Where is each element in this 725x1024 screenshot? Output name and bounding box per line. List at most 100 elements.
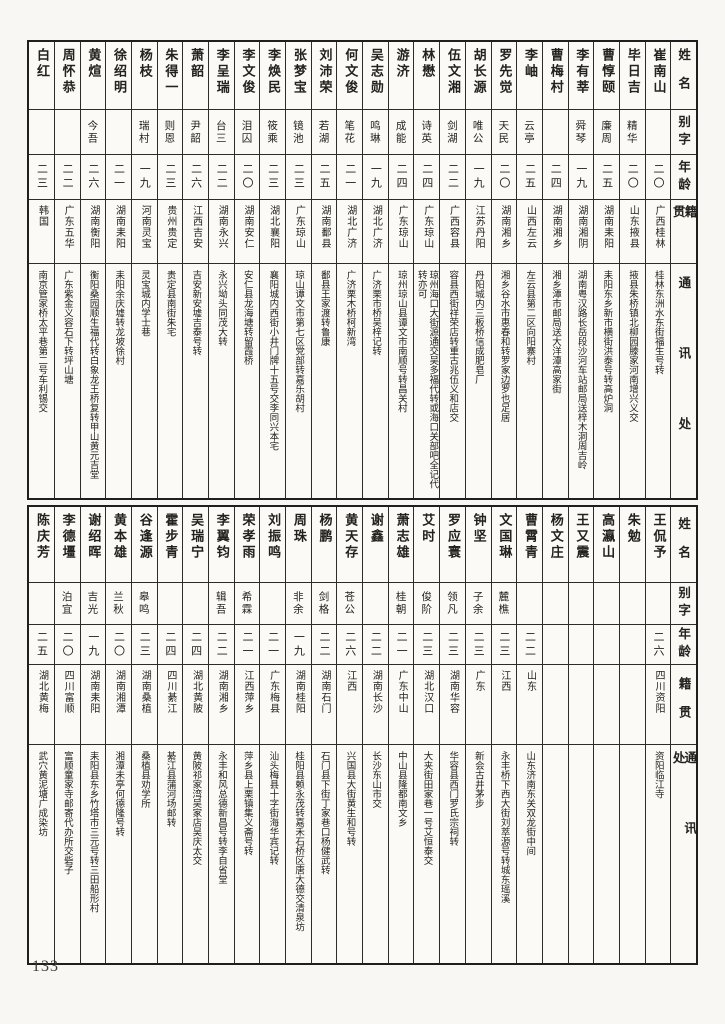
cell-addr: 湖南粤汉路长岳段沙河车站邮局送梓木洞周吉岭 xyxy=(575,270,587,470)
cell-addr: 华容县西门罗氏宗祠转 xyxy=(447,751,459,846)
cell-origin: 山东 xyxy=(517,665,542,745)
cell-zi: 天民 xyxy=(491,110,517,155)
cell-age: 二二 xyxy=(440,155,465,200)
cell-zi: 希霖 xyxy=(234,583,260,625)
person-column: 徐绍明 二一 湖南耒阳 耒阳余庆墟转龙坡徐村 xyxy=(105,42,131,498)
cell-zi xyxy=(645,110,671,155)
cell-age: 一九 xyxy=(80,625,106,665)
person-column: 刘沛荣 若湖 二五 湖南鄱县 鄱县王家渡转鲁康 xyxy=(310,42,337,498)
person-column: 李翼钧 辑吾 二二 湖南湘乡 永丰和风总德新昌号转李自省堂 xyxy=(207,507,234,963)
cell-origin: 湖南鄱县 xyxy=(311,200,337,264)
cell-zi: 苍公 xyxy=(337,583,363,625)
cell-addr: 襄阳城内西街小井门牌十五号交李同兴本宅 xyxy=(267,270,279,451)
cell-origin: 四川富顺 xyxy=(54,665,80,745)
person-column: 李德壃 泊宜 二〇 四川富顺 富顺童家寺邮寄代办所交砦子 xyxy=(53,507,80,963)
cell-origin: 湖南湘乡 xyxy=(491,200,517,264)
cell-addr: 大夹街田家巷一号艾恒泰交 xyxy=(421,751,433,865)
cell-origin xyxy=(619,665,645,745)
cell-zi: 精华 xyxy=(619,110,645,155)
person-column: 李文俊 泪囚 二〇 湖南安仁 安仁县龙海塘转留霞桥 xyxy=(233,42,260,498)
person-column: 杨枝 瑞村 一九 河南灵宝 灵宝城内学士巷 xyxy=(130,42,157,498)
cell-name: 罗应寰 xyxy=(440,507,465,583)
cell-zi: 桂朝 xyxy=(388,583,414,625)
cell-zi xyxy=(542,110,568,155)
cell-addr: 掖县朱桥镇北柳园滕家河南增兴义交 xyxy=(627,270,639,422)
cell-age: 二一 xyxy=(234,625,260,665)
cell-origin: 湖北襄阳 xyxy=(260,200,285,264)
person-column: 伍文湘 剑湖 二二 广西容县 容县西街祥荣店转重古兆伍义和店交 xyxy=(439,42,465,498)
cell-addr: 安仁县龙海塘转留霞桥 xyxy=(241,270,253,365)
person-column: 曹梅村 二四 湖南湘乡 湘乡潭市邮局送大洋潭高家街 xyxy=(541,42,568,498)
cell-age: 二一 xyxy=(337,155,363,200)
cell-name: 林懋 xyxy=(414,42,440,110)
cell-zi xyxy=(517,583,542,625)
cell-origin: 湖南耒阳 xyxy=(80,665,106,745)
cell-name: 吴瑞宁 xyxy=(183,507,208,583)
cell-addr xyxy=(594,745,619,963)
cell-zi xyxy=(157,583,183,625)
cell-age: 二五 xyxy=(594,155,619,200)
cell-addr: 耒阳东乡新市横街洪泰号转高炉洞 xyxy=(601,270,613,413)
cell-name: 王侃予 xyxy=(645,507,671,583)
cell-name: 李呈瑞 xyxy=(208,42,234,110)
cell-age: 二四 xyxy=(542,155,568,200)
cell-age: 二二 xyxy=(208,625,234,665)
cell-addr: 琼州琼山县谭文市南顺号转昌关村 xyxy=(395,270,407,413)
cell-age: 二六 xyxy=(337,625,363,665)
cell-zi: 非余 xyxy=(286,583,311,625)
cell-zi: 今吾 xyxy=(80,110,106,155)
cell-addr: 湘乡潭市邮局送大洋潭高家街 xyxy=(549,270,561,394)
cell-origin: 广东琼山 xyxy=(414,200,440,264)
cell-zi: 舜琴 xyxy=(568,110,594,155)
cell-origin: 湖北广济 xyxy=(363,200,388,264)
cell-name: 曹梅村 xyxy=(542,42,568,110)
cell-origin: 韩国 xyxy=(29,200,54,264)
page-number: 133 xyxy=(32,958,59,975)
cell-zi: 若湖 xyxy=(311,110,337,155)
cell-age: 二二 xyxy=(517,625,542,665)
header-column: 姓名 别字 年龄 籍贯 通讯处 xyxy=(670,507,696,963)
cell-zi: 则恩 xyxy=(157,110,183,155)
cell-addr: 兴国县大街黄生和号转 xyxy=(344,751,356,846)
cell-age: 二〇 xyxy=(619,155,645,200)
cell-age: 二四 xyxy=(157,625,183,665)
person-column: 黄天存 苍公 二六 江西 兴国县大街黄生和号转 xyxy=(336,507,363,963)
cell-age: 二三 xyxy=(440,625,465,665)
cell-zi: 麓樵 xyxy=(491,583,517,625)
cell-age xyxy=(568,625,594,665)
cell-zi: 诗英 xyxy=(414,110,440,155)
cell-age: 二六 xyxy=(183,155,208,200)
cell-zi: 成能 xyxy=(388,110,414,155)
cell-origin: 湖北黄陂 xyxy=(183,665,208,745)
cell-origin: 湖北黄梅 xyxy=(29,665,54,745)
person-column: 陈庆芳 二五 湖北黄梅 武穴黄泥塘广成染坊 xyxy=(29,507,54,963)
cell-addr: 衡阳桑园顺生福代转白象龙王桥复转甲山黄元吉堂 xyxy=(87,270,99,479)
cell-age: 二〇 xyxy=(106,625,131,665)
cell-addr: 左云县第二区向阳寨村 xyxy=(524,270,536,365)
cell-name: 萧志雄 xyxy=(388,507,414,583)
cell-name: 黄煊 xyxy=(80,42,106,110)
cell-name: 李翼钧 xyxy=(208,507,234,583)
cell-zi: 剑湖 xyxy=(440,110,465,155)
cell-zi: 辑吾 xyxy=(208,583,234,625)
cell-addr: 綦江县蒲河场邮转 xyxy=(164,751,176,827)
cell-name: 刘振鸣 xyxy=(260,507,285,583)
cell-name: 游济 xyxy=(388,42,414,110)
cell-name: 王又震 xyxy=(568,507,594,583)
cell-name: 吴志勋 xyxy=(363,42,388,110)
cell-addr: 富顺童家寺邮寄代办所交砦子 xyxy=(61,751,73,875)
cell-addr: 永兴坳头同茂大转 xyxy=(216,270,228,346)
cell-zi xyxy=(542,583,568,625)
header-name: 姓名 xyxy=(671,42,696,110)
cell-origin: 广西桂林 xyxy=(645,200,671,264)
cell-origin: 江苏丹阳 xyxy=(465,200,491,264)
cell-origin: 湖南桂阳 xyxy=(286,665,311,745)
cell-zi: 泊宜 xyxy=(54,583,80,625)
person-column: 罗先觉 天民 二〇 湖南湘乡 湘乡谷水市惠春和转罗家边罗也足居 xyxy=(490,42,517,498)
cell-name: 张梦宝 xyxy=(286,42,311,110)
cell-origin: 山东掖县 xyxy=(619,200,645,264)
cell-zi xyxy=(363,583,388,625)
cell-name: 周怀恭 xyxy=(54,42,80,110)
person-column: 文国琳 麓樵 二三 江西 永丰桥下西大街刘萃源号转城东瑶溪 xyxy=(490,507,517,963)
cell-addr xyxy=(543,745,568,963)
